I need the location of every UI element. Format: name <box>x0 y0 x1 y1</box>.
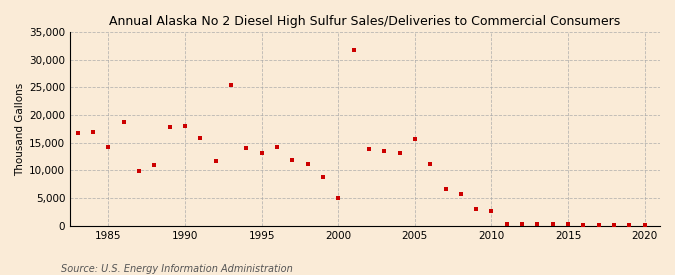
Point <box>410 137 421 141</box>
Point <box>211 158 221 163</box>
Point <box>333 196 344 200</box>
Point <box>593 222 604 227</box>
Point <box>532 221 543 226</box>
Point <box>103 145 114 149</box>
Point <box>639 223 650 227</box>
Point <box>624 222 634 227</box>
Point <box>72 131 83 136</box>
Point <box>164 125 175 129</box>
Point <box>609 222 620 227</box>
Point <box>517 221 528 226</box>
Text: Source: U.S. Energy Information Administration: Source: U.S. Energy Information Administ… <box>61 264 292 274</box>
Point <box>302 162 313 167</box>
Point <box>195 136 206 140</box>
Title: Annual Alaska No 2 Diesel High Sulfur Sales/Deliveries to Commercial Consumers: Annual Alaska No 2 Diesel High Sulfur Sa… <box>109 15 621 28</box>
Point <box>379 149 389 153</box>
Point <box>563 221 574 226</box>
Point <box>394 150 405 155</box>
Point <box>225 83 236 87</box>
Point <box>364 147 375 152</box>
Point <box>134 169 144 173</box>
Point <box>118 120 129 125</box>
Point <box>241 146 252 150</box>
Point <box>486 209 497 213</box>
Point <box>317 175 328 179</box>
Point <box>456 192 466 196</box>
Point <box>256 151 267 155</box>
Point <box>470 207 481 211</box>
Point <box>547 222 558 226</box>
Point <box>271 145 282 149</box>
Point <box>348 48 359 52</box>
Point <box>578 222 589 227</box>
Point <box>425 162 435 167</box>
Point <box>180 124 190 128</box>
Y-axis label: Thousand Gallons: Thousand Gallons <box>15 82 25 175</box>
Point <box>287 158 298 162</box>
Point <box>88 130 99 134</box>
Point <box>149 163 160 167</box>
Point <box>502 222 512 226</box>
Point <box>440 187 451 191</box>
